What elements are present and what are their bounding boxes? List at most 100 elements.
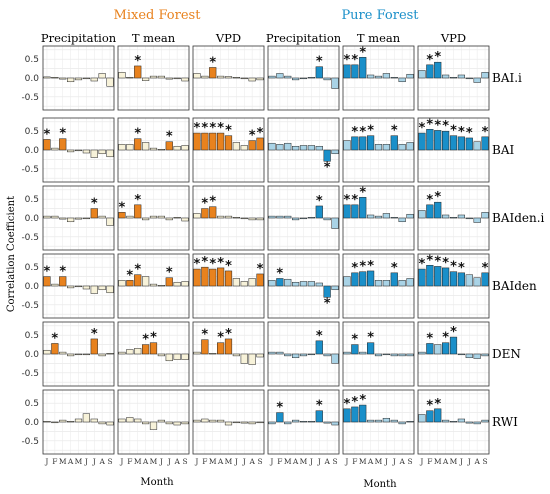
bar <box>406 142 414 151</box>
significance-star: * <box>316 399 323 414</box>
bar <box>434 344 442 355</box>
bar <box>390 419 398 423</box>
bar <box>181 421 189 425</box>
panel-border <box>117 117 190 183</box>
bar <box>307 76 315 79</box>
significance-star: * <box>201 255 208 270</box>
bar <box>142 142 150 151</box>
bar <box>90 149 98 158</box>
bar <box>374 419 383 423</box>
bar <box>299 420 308 423</box>
bar <box>134 65 142 79</box>
bar <box>240 145 248 151</box>
month-tick-label: A <box>442 457 449 466</box>
panel <box>42 45 115 111</box>
bar <box>284 215 292 219</box>
bar <box>406 73 414 79</box>
bar <box>426 64 434 79</box>
bar <box>201 339 209 355</box>
significance-star: * <box>166 130 173 145</box>
y-tick-label: 0.0 <box>25 74 40 84</box>
bar <box>268 280 276 287</box>
row-title: DEN <box>492 347 521 361</box>
bar <box>276 144 284 151</box>
bar <box>398 77 406 83</box>
bar <box>43 276 51 287</box>
bar <box>157 215 165 219</box>
month-tick-label: S <box>407 457 412 466</box>
significance-star: * <box>359 393 366 408</box>
bar <box>426 343 434 355</box>
bar <box>157 353 165 357</box>
panel-border <box>192 117 265 183</box>
bar <box>193 73 201 79</box>
bar <box>82 77 90 80</box>
significance-star: * <box>91 197 98 212</box>
bar <box>449 420 458 423</box>
bar <box>82 353 90 356</box>
panel-border <box>192 253 265 319</box>
significance-star: * <box>367 124 374 139</box>
significance-star: * <box>194 257 201 272</box>
bar <box>307 216 315 219</box>
panel: *** <box>342 45 415 111</box>
row-title: BAI.i <box>492 71 522 85</box>
bar <box>51 343 59 355</box>
panel-border <box>192 389 265 455</box>
bar <box>240 281 248 287</box>
month-tick-label: F <box>202 457 207 466</box>
panel: ** <box>42 117 115 183</box>
bar <box>481 272 489 287</box>
month-tick-label: J <box>242 457 246 466</box>
bar <box>449 135 458 151</box>
bar <box>457 272 465 287</box>
bar <box>323 217 331 221</box>
bar <box>67 420 75 423</box>
bar <box>98 73 106 79</box>
bar <box>209 352 217 355</box>
month-tick-label: J <box>317 457 321 466</box>
significance-star: * <box>419 257 426 272</box>
month-tick-label: M <box>375 457 383 466</box>
y-tick-label: 0.0 <box>25 350 40 360</box>
bar <box>98 285 106 291</box>
bar <box>232 278 240 287</box>
panel-border <box>42 321 115 387</box>
significance-star: * <box>367 331 374 346</box>
bar <box>442 74 450 79</box>
panel-border <box>267 117 340 183</box>
significance-star: * <box>426 399 433 414</box>
month-tick-label: A <box>473 457 480 466</box>
panel-border <box>117 321 190 387</box>
bar <box>426 410 434 423</box>
bar <box>142 344 150 355</box>
bar <box>473 217 481 223</box>
bar <box>449 76 458 79</box>
bar <box>126 215 134 219</box>
bar <box>142 77 150 81</box>
bar <box>465 137 473 151</box>
panel: ** <box>192 185 265 251</box>
significance-star: * <box>316 329 323 344</box>
month-tick-label: S <box>332 457 337 466</box>
month-tick-label: M <box>134 457 142 466</box>
panel <box>117 389 190 455</box>
bar <box>149 342 158 355</box>
bar <box>367 214 375 219</box>
bar <box>232 353 240 357</box>
bar <box>74 77 83 81</box>
month-tick-label: S <box>482 457 487 466</box>
y-tick-label: -0.5 <box>21 301 39 311</box>
bar <box>382 280 390 287</box>
bar <box>142 421 150 425</box>
bar <box>323 353 331 357</box>
panel: * <box>192 45 265 111</box>
significance-star: * <box>458 261 465 276</box>
bar <box>434 408 442 423</box>
panel: ** <box>267 253 340 319</box>
bar <box>442 419 450 423</box>
panel-border <box>342 117 415 183</box>
bar <box>118 351 126 355</box>
bar <box>256 217 264 221</box>
significance-star: * <box>426 331 433 346</box>
